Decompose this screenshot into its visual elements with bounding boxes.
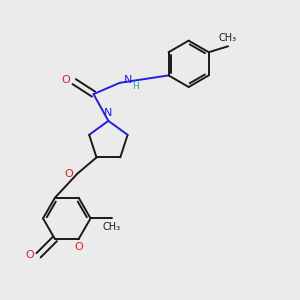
Text: N: N xyxy=(124,75,132,85)
Text: H: H xyxy=(132,82,139,91)
Text: O: O xyxy=(61,75,70,85)
Text: O: O xyxy=(26,250,34,260)
Text: CH₃: CH₃ xyxy=(219,33,237,43)
Text: CH₃: CH₃ xyxy=(103,222,121,232)
Text: O: O xyxy=(74,242,83,252)
Text: O: O xyxy=(65,169,74,178)
Text: N: N xyxy=(104,108,112,118)
